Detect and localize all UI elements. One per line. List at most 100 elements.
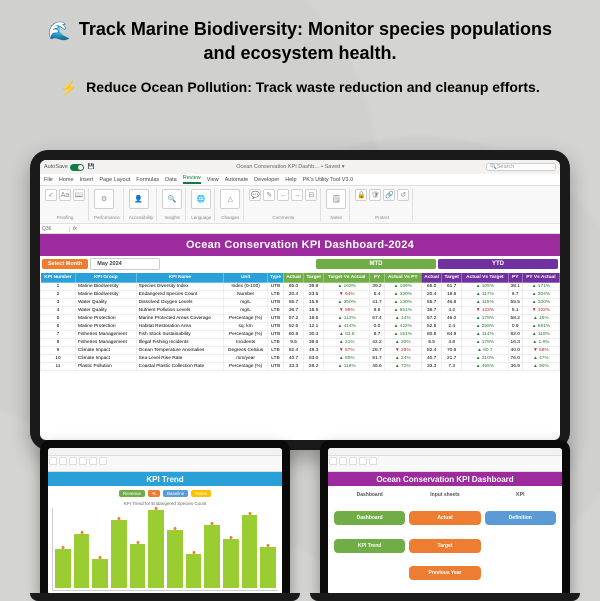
cell[interactable]: LTB xyxy=(268,307,284,315)
cell[interactable]: Species Diversity Index xyxy=(136,283,224,291)
cell[interactable]: Marine Protected Areas Coverage xyxy=(136,315,224,323)
menu-insert[interactable]: Insert xyxy=(80,177,94,183)
table-row[interactable]: 11Plastic PollutionCoastal Plastic Colle… xyxy=(41,363,560,371)
table-row[interactable]: 5Marine ProtectionMarine Protected Areas… xyxy=(41,315,560,323)
cell[interactable]: 52.5 xyxy=(421,323,441,331)
cell[interactable]: mg/L xyxy=(224,299,268,307)
cell[interactable]: Percentage (%) xyxy=(224,331,268,339)
cell[interactable]: Percentage (%) xyxy=(224,363,268,371)
bar[interactable] xyxy=(167,530,183,589)
unprotect-sheet-button[interactable]: 🔒 xyxy=(355,189,367,201)
legend-chip[interactable]: Baseline xyxy=(163,490,188,497)
cell[interactable]: 61.7 xyxy=(442,283,462,291)
cell[interactable]: 28.7 xyxy=(370,347,384,355)
menu-file[interactable]: File xyxy=(44,177,53,183)
cell[interactable]: 40.7 xyxy=(283,355,303,363)
bar[interactable] xyxy=(130,544,146,588)
bar[interactable] xyxy=(111,520,127,588)
cell[interactable]: ▲ 581% xyxy=(522,323,559,331)
cell[interactable]: 80.8 xyxy=(421,331,441,339)
cell[interactable]: mm/year xyxy=(224,355,268,363)
cell[interactable]: 46.8 xyxy=(442,299,462,307)
cell[interactable]: ▲ 100% xyxy=(522,299,559,307)
cell[interactable]: LTB xyxy=(268,291,284,299)
cell[interactable]: 9.6 xyxy=(370,307,384,315)
col-header-mtd[interactable]: Actual xyxy=(283,273,303,283)
cell[interactable]: 91.7 xyxy=(370,355,384,363)
cell[interactable]: 65.0 xyxy=(283,283,303,291)
cell[interactable]: 82.0 xyxy=(508,331,522,339)
document-title[interactable]: Ocean Conservation KPI Dashb… • Saved ▾ xyxy=(99,164,482,170)
cell[interactable]: ▲ 330% xyxy=(384,291,421,299)
cell[interactable]: 20.4 xyxy=(421,291,441,299)
cell[interactable]: ▲ 304% xyxy=(522,291,559,299)
cell[interactable]: Water Quality xyxy=(75,307,136,315)
cell[interactable]: 28.2 xyxy=(304,363,324,371)
menu-formulas[interactable]: Formulas xyxy=(136,177,159,183)
cell[interactable]: 5.1 xyxy=(508,307,522,315)
cell[interactable]: ▲ 130% xyxy=(384,299,421,307)
nav-button[interactable]: Dashboard xyxy=(334,511,405,525)
cell[interactable]: 39.2 xyxy=(370,283,384,291)
cell[interactable]: 1 xyxy=(41,283,76,291)
col-header-mtd[interactable]: Actual Vs PY xyxy=(384,273,421,283)
cell[interactable]: 55.7 xyxy=(283,299,303,307)
cell[interactable]: ▲ 47% xyxy=(522,355,559,363)
cell[interactable]: Plastic Pollution xyxy=(75,363,136,371)
cell[interactable]: ▲ 85% xyxy=(324,355,370,363)
table-row[interactable]: 7Fisheries ManagementFish Stock Sustaina… xyxy=(41,331,560,339)
nav-button[interactable]: KPI Trend xyxy=(334,539,405,553)
bar[interactable] xyxy=(92,559,108,588)
cell[interactable]: LTB xyxy=(268,347,284,355)
cell[interactable]: 16.3 xyxy=(508,339,522,347)
cell[interactable]: Incidents xyxy=(224,339,268,347)
cell[interactable]: sq. km xyxy=(224,323,268,331)
cell[interactable]: ▲ 20% xyxy=(384,339,421,347)
bar[interactable] xyxy=(148,510,164,588)
cell[interactable]: ▲ 951% xyxy=(384,307,421,315)
cell[interactable]: mg/L xyxy=(224,307,268,315)
table-row[interactable]: 3Water QualityDissolved Oxygen Levelsmg/… xyxy=(41,299,560,307)
col-header-mtd[interactable]: PY xyxy=(370,273,384,283)
show-comments-button[interactable]: ⊟ xyxy=(305,189,317,201)
search-input[interactable]: 🔍 Search xyxy=(486,163,556,171)
cell[interactable]: 20.4 xyxy=(283,291,303,299)
bar[interactable] xyxy=(260,547,276,588)
cell[interactable]: UTB xyxy=(268,331,284,339)
cell[interactable]: ▼ 64% xyxy=(324,291,370,299)
workbook-stats-button[interactable]: 📖 xyxy=(73,189,85,201)
cell[interactable]: 36.9 xyxy=(508,363,522,371)
cell[interactable]: 6 xyxy=(41,323,76,331)
bar[interactable] xyxy=(74,534,90,588)
trend-chart[interactable]: Revenue%BaselineNotes KPI Trend for Enda… xyxy=(48,486,282,595)
table-row[interactable]: 2Marine BiodiversityEndangered Species C… xyxy=(41,291,560,299)
cell-reference[interactable]: Q36 xyxy=(40,226,70,232)
cell[interactable]: 7 xyxy=(41,331,76,339)
notes-button[interactable]: 🗒 xyxy=(326,189,346,209)
cell[interactable]: ▲ 21% xyxy=(324,339,370,347)
cell[interactable]: 82.4 xyxy=(283,347,303,355)
cell[interactable]: Dissolved Oxygen Levels xyxy=(136,299,224,307)
cell[interactable]: ▼ 99% xyxy=(324,307,370,315)
nav-button[interactable]: Actual xyxy=(409,511,480,525)
cell[interactable]: Habitat Restoration Area xyxy=(136,323,224,331)
translate-button[interactable]: 🌐 xyxy=(191,189,211,209)
col-header-ytd[interactable]: PY xyxy=(508,273,522,283)
cell[interactable]: ▲ 105% xyxy=(462,283,509,291)
cell[interactable]: 30.3 xyxy=(304,331,324,339)
cell[interactable]: 4.8 xyxy=(442,339,462,347)
col-header[interactable]: Type xyxy=(268,273,284,283)
cell[interactable]: ▲ 14% xyxy=(384,315,421,323)
legend-chip[interactable]: % xyxy=(148,490,160,497)
cell[interactable]: Endangered Species Count xyxy=(136,291,224,299)
cell[interactable]: ▲ 178% xyxy=(462,315,509,323)
cell[interactable]: ▲ 118% xyxy=(324,363,370,371)
cell[interactable]: 57.2 xyxy=(421,315,441,323)
cell[interactable]: Climate Impact xyxy=(75,347,136,355)
cell[interactable]: 3 xyxy=(41,299,76,307)
cell[interactable]: ▲ 1.9% xyxy=(522,339,559,347)
cell[interactable]: 6.7 xyxy=(508,291,522,299)
cell[interactable]: ▲ 350% xyxy=(324,299,370,307)
cell[interactable]: Fish Stock Sustainability xyxy=(136,331,224,339)
cell[interactable]: ▲ 455% xyxy=(462,363,509,371)
